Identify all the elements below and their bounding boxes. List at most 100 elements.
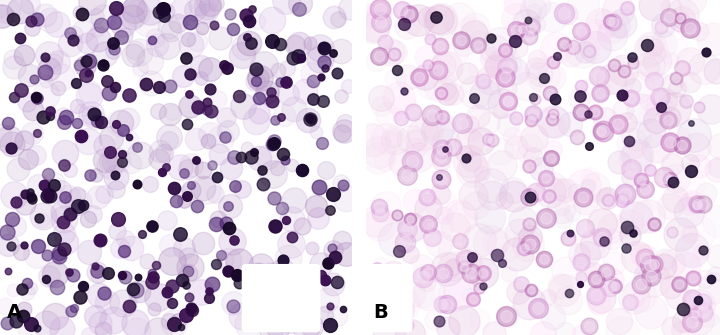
Point [582,183,594,189]
Point [436,176,447,182]
Point [342,83,354,89]
Point [313,185,325,190]
Point [374,210,385,216]
Point [229,183,240,189]
Point [163,138,174,143]
Point [454,16,465,21]
Point [611,22,623,28]
Point [616,93,628,98]
Point [464,259,475,264]
Point [236,313,248,318]
Point [388,136,400,142]
Point [55,74,67,79]
Point [427,128,438,134]
Point [524,143,536,148]
Point [692,297,703,303]
Point [606,32,618,38]
Point [115,35,127,40]
Point [369,24,381,29]
Point [384,50,396,55]
Point [465,270,477,276]
Point [675,327,686,332]
Point [186,307,198,313]
Point [582,111,594,117]
Point [37,218,48,223]
Point [511,251,523,256]
Point [340,195,351,201]
Point [624,299,636,305]
Point [648,262,660,267]
Point [204,2,215,7]
Point [709,271,720,276]
Point [468,167,480,173]
Point [657,23,668,28]
Point [83,216,94,222]
Point [374,6,385,12]
Point [459,257,470,262]
Point [363,12,374,18]
Point [253,155,264,160]
Point [372,266,383,271]
Point [332,279,343,284]
Text: B: B [373,303,387,322]
Point [654,95,666,100]
Point [283,92,294,97]
Point [112,157,124,162]
Point [597,128,608,133]
Point [395,115,407,120]
Point [171,198,182,203]
Point [631,254,642,259]
Point [177,74,189,79]
Point [44,114,55,119]
Point [399,301,410,307]
Point [600,270,612,275]
Point [672,293,684,299]
Point [125,160,137,166]
Point [203,295,215,300]
Point [208,22,220,28]
Point [500,47,511,53]
Point [659,263,670,269]
Point [133,50,145,55]
Point [495,62,507,67]
Point [613,319,625,324]
Point [665,5,676,10]
Point [595,90,606,95]
Point [546,116,558,122]
Point [642,213,654,218]
Point [546,59,558,65]
Point [58,119,70,124]
Point [158,13,169,18]
Point [525,117,536,122]
Point [74,294,86,299]
Point [374,6,385,12]
Point [465,270,477,276]
Point [712,219,720,224]
Point [554,186,566,192]
Point [168,321,180,326]
Point [482,137,494,142]
Point [401,24,413,29]
Point [589,109,600,115]
Point [666,162,678,167]
Point [405,332,416,335]
Point [439,86,451,91]
Point [182,166,194,171]
Point [590,241,601,246]
Point [448,92,459,97]
Point [676,65,688,71]
Point [241,34,253,39]
Point [320,168,331,173]
Point [127,286,139,292]
Point [374,210,385,216]
Point [302,117,314,122]
Point [83,93,94,99]
Point [31,251,42,257]
Point [382,296,394,302]
Point [7,287,19,293]
Point [388,51,400,56]
Point [307,96,319,102]
Point [223,226,235,231]
Point [119,274,130,280]
Point [433,318,445,324]
